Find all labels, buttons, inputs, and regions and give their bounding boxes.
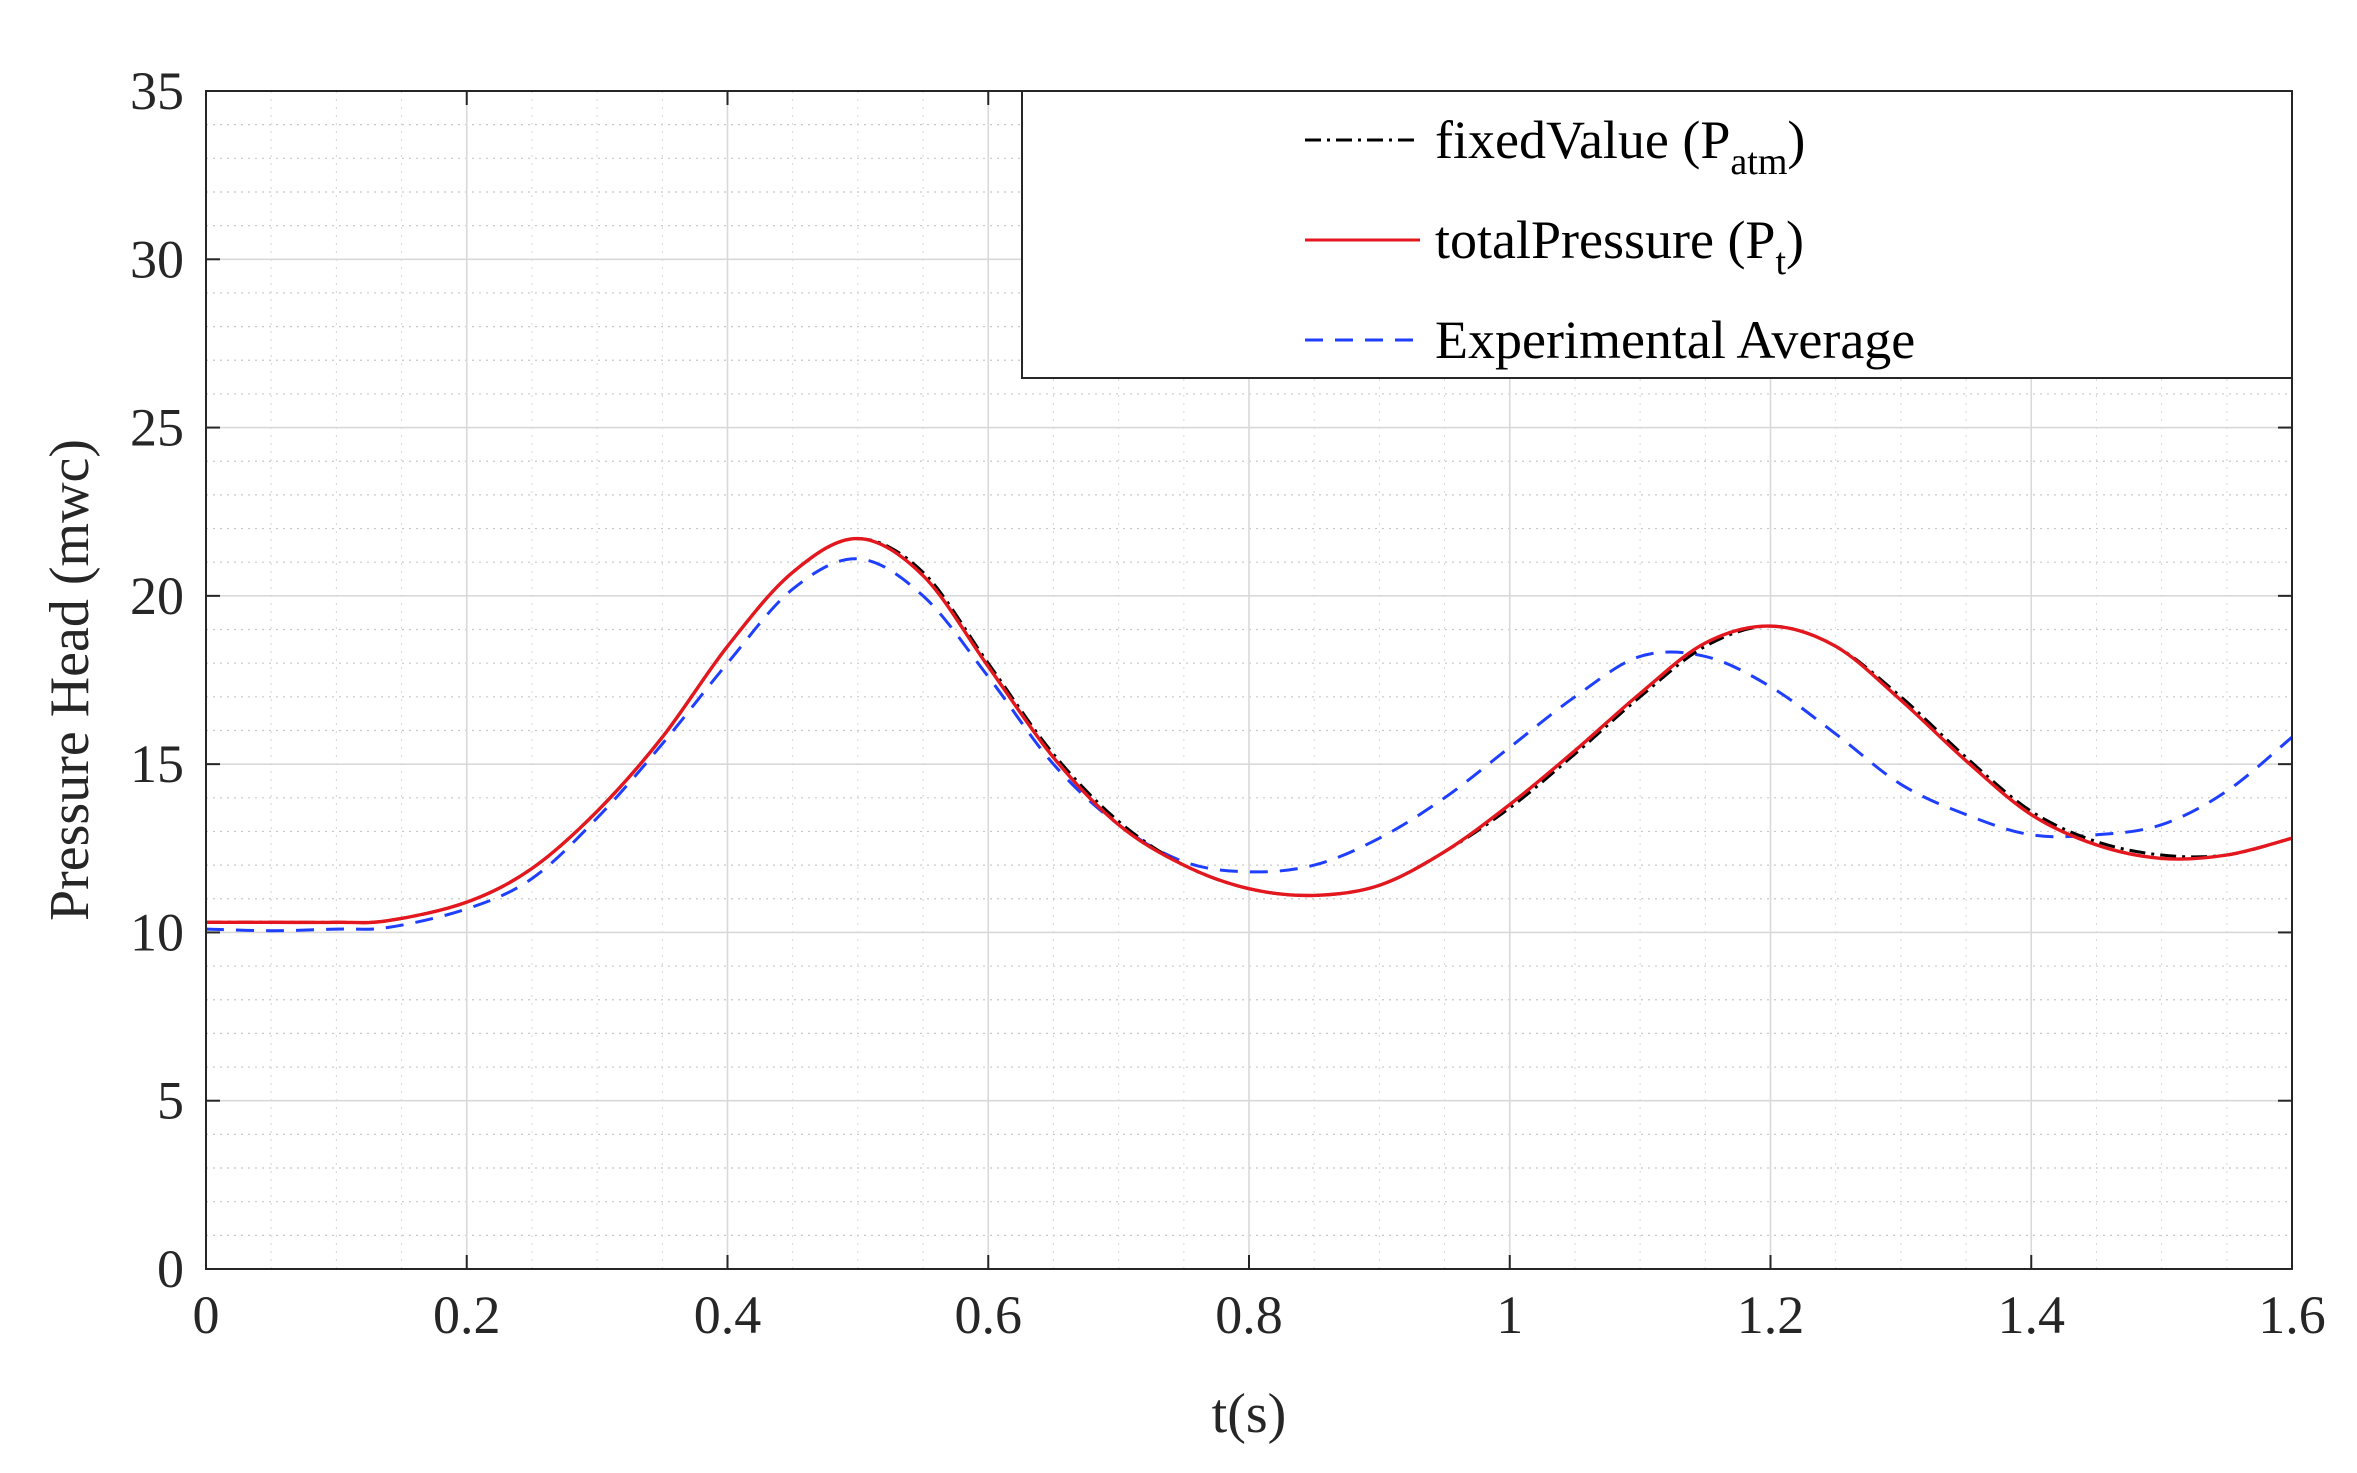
y-axis-title: Pressure Head (mwc)	[39, 439, 101, 921]
x-tick-label: 0.2	[433, 1285, 501, 1345]
legend-label: fixedValue (Patm)	[1435, 110, 1805, 183]
y-tick-label: 30	[130, 229, 184, 289]
x-tick-label: 0.8	[1215, 1285, 1283, 1345]
x-tick-label: 1.2	[1737, 1285, 1805, 1345]
x-axis-title: t(s)	[1212, 1383, 1287, 1445]
x-tick-label: 1.4	[1998, 1285, 2066, 1345]
x-tick-label: 0	[193, 1285, 220, 1345]
y-tick-label: 20	[130, 566, 184, 626]
legend-box	[1021, 90, 2293, 379]
y-tick-label: 5	[157, 1071, 184, 1131]
x-tick-label: 0.6	[955, 1285, 1023, 1345]
y-axis: 0 5 10 15 20 25 30 35	[130, 61, 2292, 1299]
series-line-2	[205, 557, 2293, 933]
y-tick-label: 0	[157, 1239, 184, 1299]
y-tick-label: 15	[130, 734, 184, 794]
y-tick-label: 25	[130, 398, 184, 458]
legend-label: Experimental Average	[1435, 310, 1915, 370]
x-tick-label: 1	[1496, 1285, 1523, 1345]
x-tick-label: 0.4	[694, 1285, 762, 1345]
legend-item-0[interactable]: fixedValue (Patm)	[1305, 110, 1805, 183]
legend[interactable]: fixedValue (Patm) totalPressure (Pt) Exper…	[1021, 90, 2293, 379]
legend-item-1[interactable]: totalPressure (Pt)	[1305, 210, 1804, 283]
x-axis: 0 0.2 0.4 0.6 0.8 1 1.2 1.4 1.6	[193, 91, 2326, 1345]
x-tick-label: 1.6	[2258, 1285, 2326, 1345]
legend-item-2[interactable]: Experimental Average	[1305, 310, 1915, 370]
series-layer	[205, 536, 2293, 933]
legend-label: totalPressure (Pt)	[1435, 210, 1804, 283]
series-line-1	[206, 536, 2293, 925]
y-tick-label: 35	[130, 61, 184, 121]
y-tick-label: 10	[130, 902, 184, 962]
